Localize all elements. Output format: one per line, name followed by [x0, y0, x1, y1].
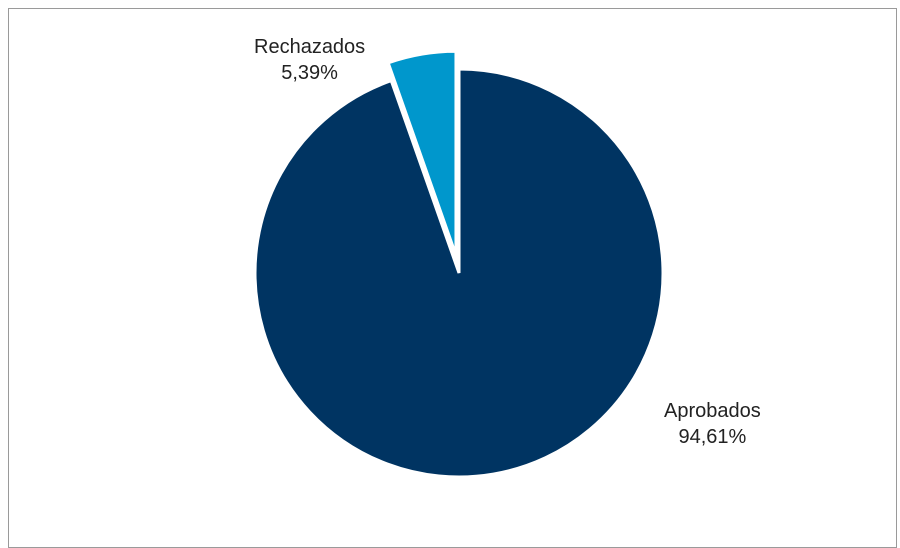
pie-chart [253, 49, 665, 479]
rechazados-value-label: 5,39% [281, 62, 338, 84]
aprobados-data-label: Aprobados 94,61% [664, 398, 761, 450]
pie-slice-rechazados [386, 49, 458, 256]
aprobados-name-label: Aprobados [664, 400, 761, 422]
rechazados-data-label: Rechazados 5,39% [254, 34, 365, 86]
pie-slice-aprobados [253, 67, 665, 479]
aprobados-value-label: 94,61% [678, 426, 747, 448]
rechazados-name-label: Rechazados [254, 36, 366, 58]
